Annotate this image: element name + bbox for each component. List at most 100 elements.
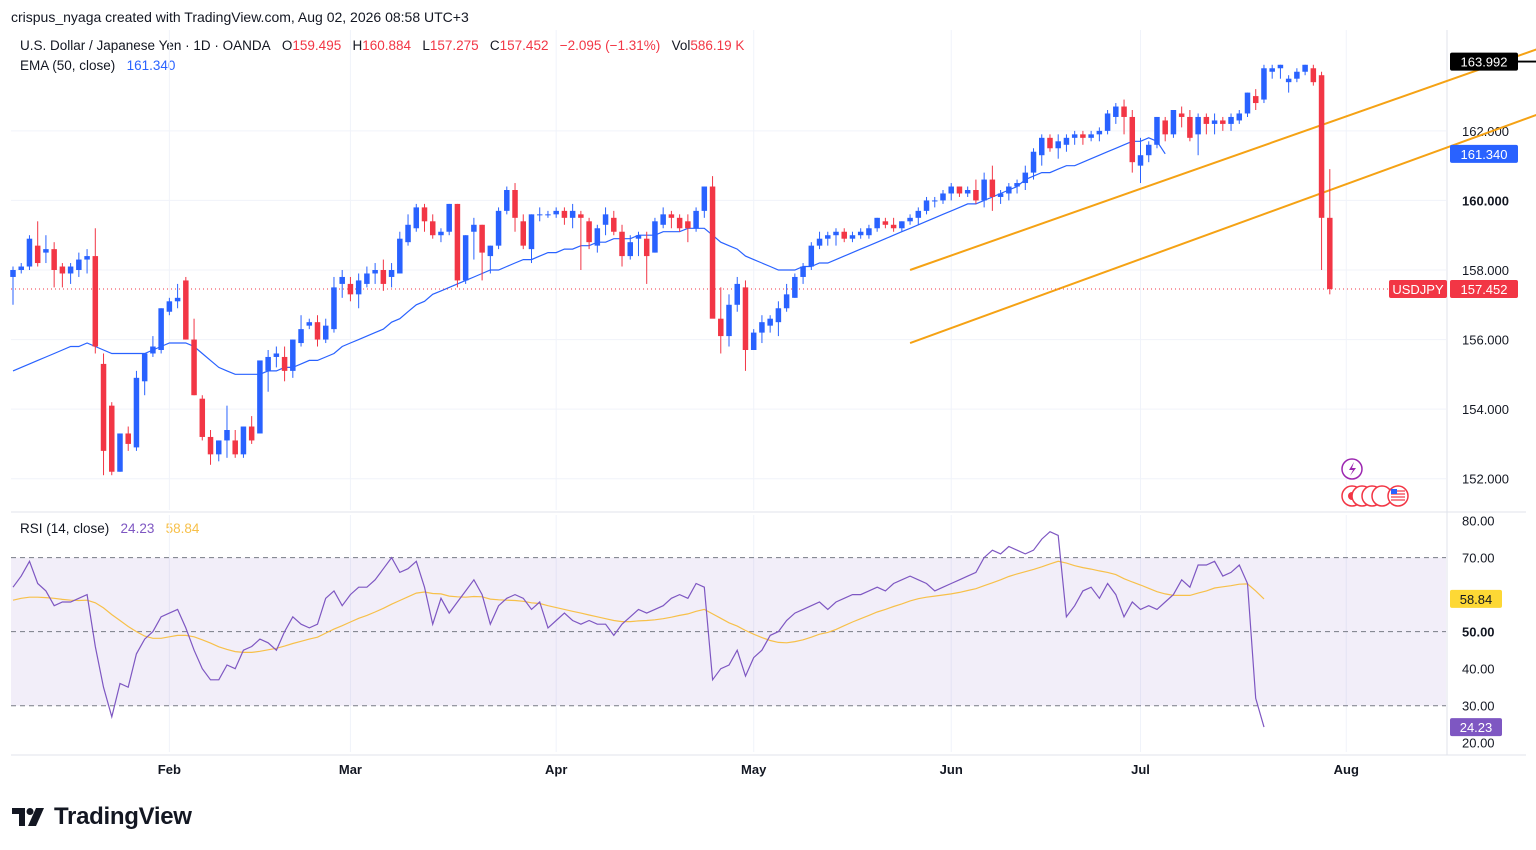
tradingview-brand[interactable]: TradingView	[12, 803, 192, 831]
candle-up[interactable]	[1030, 148, 1037, 180]
candle-up[interactable]	[405, 214, 411, 246]
candle-up[interactable]	[1137, 137, 1144, 184]
candle-up[interactable]	[569, 203, 576, 229]
candle-up[interactable]	[355, 273, 362, 309]
candle-up[interactable]	[257, 360, 263, 434]
candle-up[interactable]	[26, 235, 33, 270]
candle-up[interactable]	[915, 207, 922, 225]
candle-up[interactable]	[857, 228, 864, 239]
candle-up[interactable]	[545, 210, 551, 218]
candle-up[interactable]	[495, 207, 502, 250]
candle-up[interactable]	[528, 214, 535, 264]
candle-up[interactable]	[874, 217, 880, 232]
candle-up[interactable]	[800, 263, 806, 284]
candle-up[interactable]	[1014, 179, 1020, 194]
candle-down[interactable]	[1047, 134, 1053, 152]
candle-down[interactable]	[314, 315, 321, 347]
last-price-tag[interactable]	[1450, 280, 1518, 299]
candle-up[interactable]	[816, 231, 823, 250]
candle-up[interactable]	[940, 190, 946, 204]
candle-up[interactable]	[1063, 134, 1070, 152]
candle-down[interactable]	[890, 217, 897, 232]
candle-down[interactable]	[1178, 106, 1185, 128]
rsi-line[interactable]	[12, 530, 1265, 728]
candle-up[interactable]	[306, 318, 313, 330]
candle-up[interactable]	[265, 350, 271, 392]
candle-down[interactable]	[232, 430, 238, 458]
candle-down[interactable]	[100, 353, 107, 476]
candle-up[interactable]	[849, 231, 856, 243]
candle-up[interactable]	[734, 276, 740, 312]
candle-up[interactable]	[997, 190, 1004, 204]
candle-up[interactable]	[1285, 75, 1292, 93]
rsi-label[interactable]: RSI (14, close)	[20, 521, 110, 536]
candle-up[interactable]	[1096, 127, 1103, 142]
candle-up[interactable]	[117, 433, 123, 472]
candle-up[interactable]	[438, 228, 444, 243]
candle-up[interactable]	[43, 235, 49, 264]
candle-up[interactable]	[1055, 134, 1061, 159]
candle-up[interactable]	[1294, 68, 1300, 83]
candle-up[interactable]	[331, 276, 337, 333]
candle-down[interactable]	[109, 402, 115, 476]
candle-up[interactable]	[899, 221, 905, 232]
channel-lower-line[interactable]	[909, 61, 1536, 344]
candle-down[interactable]	[1203, 113, 1210, 135]
candle-down[interactable]	[1080, 130, 1086, 145]
candle-up[interactable]	[339, 270, 345, 298]
candle-up[interactable]	[158, 308, 164, 354]
candle-down[interactable]	[611, 210, 617, 236]
candle-up[interactable]	[397, 231, 403, 274]
candle-up[interactable]	[18, 263, 24, 274]
candle-up[interactable]	[1261, 64, 1267, 104]
candle-up[interactable]	[1006, 183, 1012, 201]
candle-down[interactable]	[989, 165, 996, 211]
candle-up[interactable]	[67, 263, 74, 284]
candle-up[interactable]	[808, 242, 815, 270]
candle-up[interactable]	[923, 196, 930, 215]
candle-up[interactable]	[635, 231, 642, 257]
candle-down[interactable]	[1327, 169, 1333, 295]
candle-down[interactable]	[512, 183, 518, 232]
candle-up[interactable]	[364, 266, 370, 288]
ema-label[interactable]: EMA (50, close)	[20, 58, 116, 73]
symbol-tag[interactable]	[1389, 280, 1447, 299]
candle-up[interactable]	[141, 353, 148, 396]
candle-down[interactable]	[125, 426, 131, 451]
rsi-ma-tag[interactable]	[1450, 589, 1502, 608]
candle-down[interactable]	[1187, 110, 1193, 142]
resistance-price-tag[interactable]	[1450, 52, 1518, 71]
candle-up[interactable]	[833, 228, 839, 246]
candle-up[interactable]	[446, 203, 452, 236]
candle-down[interactable]	[1310, 64, 1317, 86]
candle-down[interactable]	[619, 224, 625, 267]
chart-canvas[interactable]: Feb Mar Apr May Jun Jul Aug 162.000 160.000 158.0…	[0, 0, 1536, 790]
candle-down[interactable]	[199, 395, 206, 441]
candle-up[interactable]	[216, 440, 222, 462]
candle-up[interactable]	[981, 172, 987, 208]
candle-up[interactable]	[150, 336, 156, 357]
candle-up[interactable]	[932, 196, 938, 208]
candle-down[interactable]	[956, 186, 963, 197]
candle-up[interactable]	[1277, 64, 1284, 79]
candle-up[interactable]	[224, 405, 230, 458]
candle-up[interactable]	[964, 186, 971, 197]
candle-down[interactable]	[380, 259, 387, 291]
candle-up[interactable]	[290, 339, 296, 378]
candle-up[interactable]	[1154, 116, 1160, 149]
candle-up[interactable]	[1022, 165, 1029, 190]
candle-up[interactable]	[948, 183, 954, 201]
candle-down[interactable]	[34, 221, 41, 267]
candle-down[interactable]	[578, 210, 584, 270]
candle-up[interactable]	[1236, 110, 1243, 124]
candle-down[interactable]	[882, 217, 889, 229]
candle-up[interactable]	[726, 294, 732, 347]
candle-up[interactable]	[1302, 64, 1308, 76]
candle-up[interactable]	[792, 273, 798, 298]
candle-down[interactable]	[1162, 116, 1168, 142]
candle-up[interactable]	[84, 249, 90, 274]
candle-up[interactable]	[907, 214, 913, 225]
candle-down[interactable]	[1129, 110, 1136, 173]
candle-up[interactable]	[462, 235, 469, 284]
candle-down[interactable]	[561, 207, 568, 225]
